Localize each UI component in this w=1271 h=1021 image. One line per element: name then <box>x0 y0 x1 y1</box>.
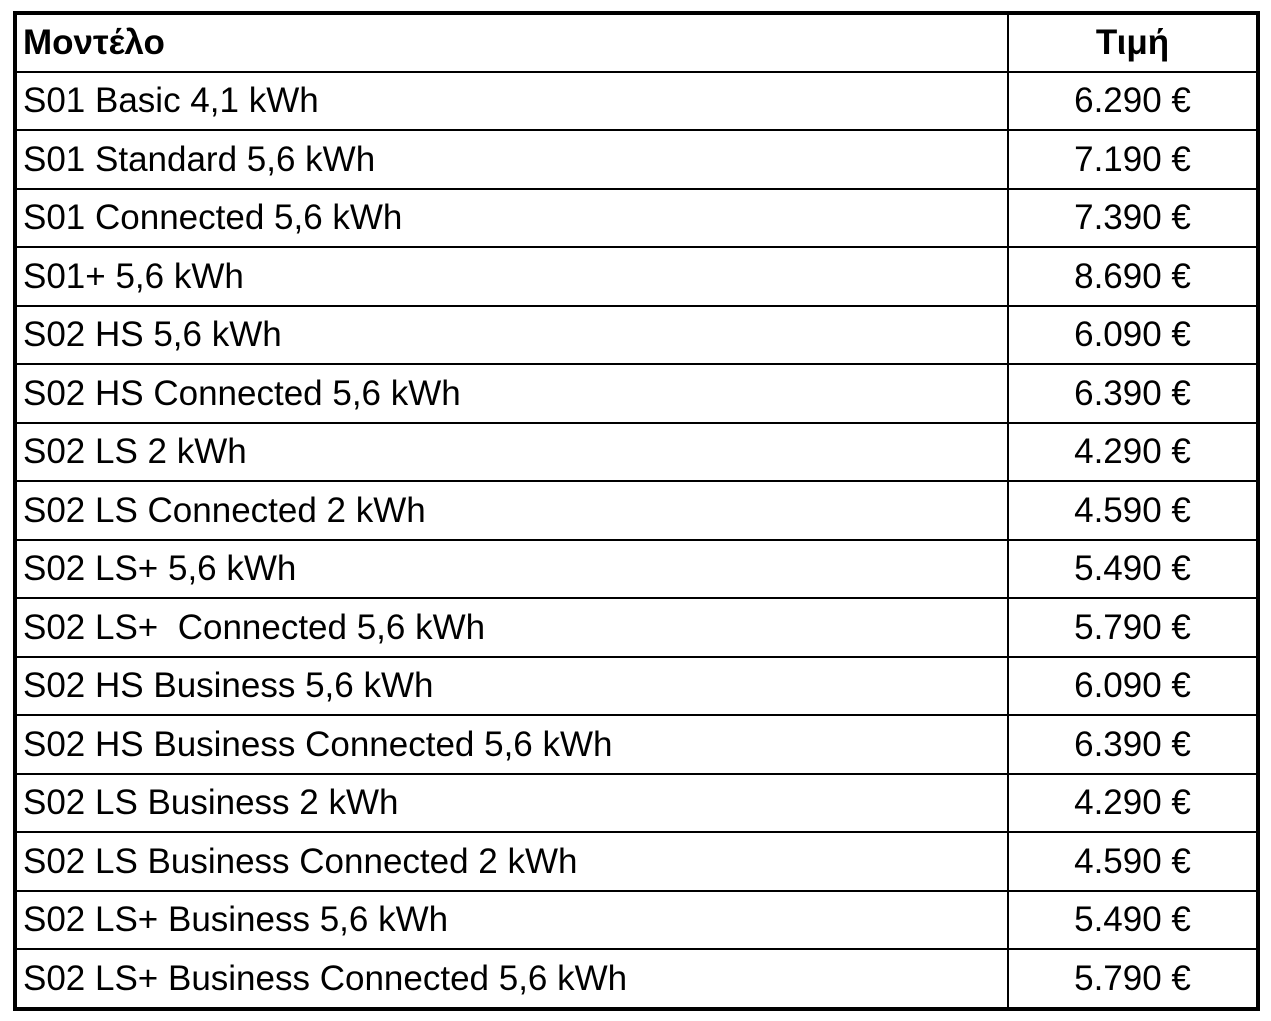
price-table: Μοντέλο Τιμή S01 Basic 4,1 kWh 6.290 € S01… <box>13 11 1260 1011</box>
table-row: S01+ 5,6 kWh 8.690 € <box>14 246 1259 307</box>
model-cell: S02 HS 5,6 kWh <box>14 304 1009 366</box>
model-cell: S02 LS+ Connected 5,6 kWh <box>14 597 1009 658</box>
model-cell: S01 Standard 5,6 kWh <box>14 129 1009 190</box>
table-row: S02 HS 5,6 kWh 6.090 € <box>14 304 1259 366</box>
price-cell: 6.290 € <box>1007 70 1259 132</box>
table-row: S02 LS Connected 2 kWh 4.590 € <box>14 480 1259 541</box>
price-cell: 6.090 € <box>1007 655 1259 717</box>
price-cell: 5.490 € <box>1007 889 1259 951</box>
table-row: S02 LS+ Connected 5,6 kWh 5.790 € <box>14 597 1259 658</box>
table-row: S02 LS+ 5,6 kWh 5.490 € <box>14 538 1259 600</box>
price-cell: 4.290 € <box>1007 421 1259 483</box>
header-row: Μοντέλο Τιμή <box>14 12 1259 73</box>
table-body: S01 Basic 4,1 kWh 6.290 € S01 Standard 5,6… <box>14 70 1259 1010</box>
price-cell: 4.590 € <box>1007 831 1259 892</box>
price-cell: 6.390 € <box>1007 363 1259 424</box>
price-cell: 7.190 € <box>1007 129 1259 190</box>
table-row: S01 Connected 5,6 kWh 7.390 € <box>14 187 1259 249</box>
price-cell: 5.790 € <box>1007 597 1259 658</box>
price-cell: 6.390 € <box>1007 714 1259 775</box>
model-cell: S02 LS+ Business Connected 5,6 kWh <box>14 948 1009 1010</box>
table-row: S02 LS Business 2 kWh 4.290 € <box>14 772 1259 834</box>
price-cell: 4.590 € <box>1007 480 1259 541</box>
price-cell: 8.690 € <box>1007 246 1259 307</box>
price-cell: 6.090 € <box>1007 304 1259 366</box>
table-row: S02 HS Business Connected 5,6 kWh 6.390 € <box>14 714 1259 775</box>
model-cell: S02 LS+ Business 5,6 kWh <box>14 889 1009 951</box>
price-cell: 5.790 € <box>1007 948 1259 1010</box>
price-cell: 7.390 € <box>1007 187 1259 249</box>
table-row: S02 LS 2 kWh 4.290 € <box>14 421 1259 483</box>
table-row: S02 LS+ Business 5,6 kWh 5.490 € <box>14 889 1259 951</box>
model-cell: S02 HS Connected 5,6 kWh <box>14 363 1009 424</box>
model-cell: S01+ 5,6 kWh <box>14 246 1009 307</box>
model-cell: S01 Basic 4,1 kWh <box>14 70 1009 132</box>
model-cell: S02 LS 2 kWh <box>14 421 1009 483</box>
price-cell: 5.490 € <box>1007 538 1259 600</box>
table-head: Μοντέλο Τιμή <box>14 12 1259 73</box>
table-row: S02 LS Business Connected 2 kWh 4.590 € <box>14 831 1259 892</box>
header-cell: Μοντέλο <box>14 12 1009 73</box>
model-cell: S01 Connected 5,6 kWh <box>14 187 1009 249</box>
table-row: S02 LS+ Business Connected 5,6 kWh 5.790 … <box>14 948 1259 1010</box>
model-cell: S02 LS Business 2 kWh <box>14 772 1009 834</box>
model-cell: S02 LS+ 5,6 kWh <box>14 538 1009 600</box>
table-row: S02 HS Business 5,6 kWh 6.090 € <box>14 655 1259 717</box>
model-cell: S02 LS Connected 2 kWh <box>14 480 1009 541</box>
table-row: S02 HS Connected 5,6 kWh 6.390 € <box>14 363 1259 424</box>
table-row: S01 Basic 4,1 kWh 6.290 € <box>14 70 1259 132</box>
model-cell: S02 HS Business 5,6 kWh <box>14 655 1009 717</box>
model-cell: S02 LS Business Connected 2 kWh <box>14 831 1009 892</box>
header-cell: Τιμή <box>1007 12 1259 73</box>
model-cell: S02 HS Business Connected 5,6 kWh <box>14 714 1009 775</box>
table-row: S01 Standard 5,6 kWh 7.190 € <box>14 129 1259 190</box>
price-cell: 4.290 € <box>1007 772 1259 834</box>
